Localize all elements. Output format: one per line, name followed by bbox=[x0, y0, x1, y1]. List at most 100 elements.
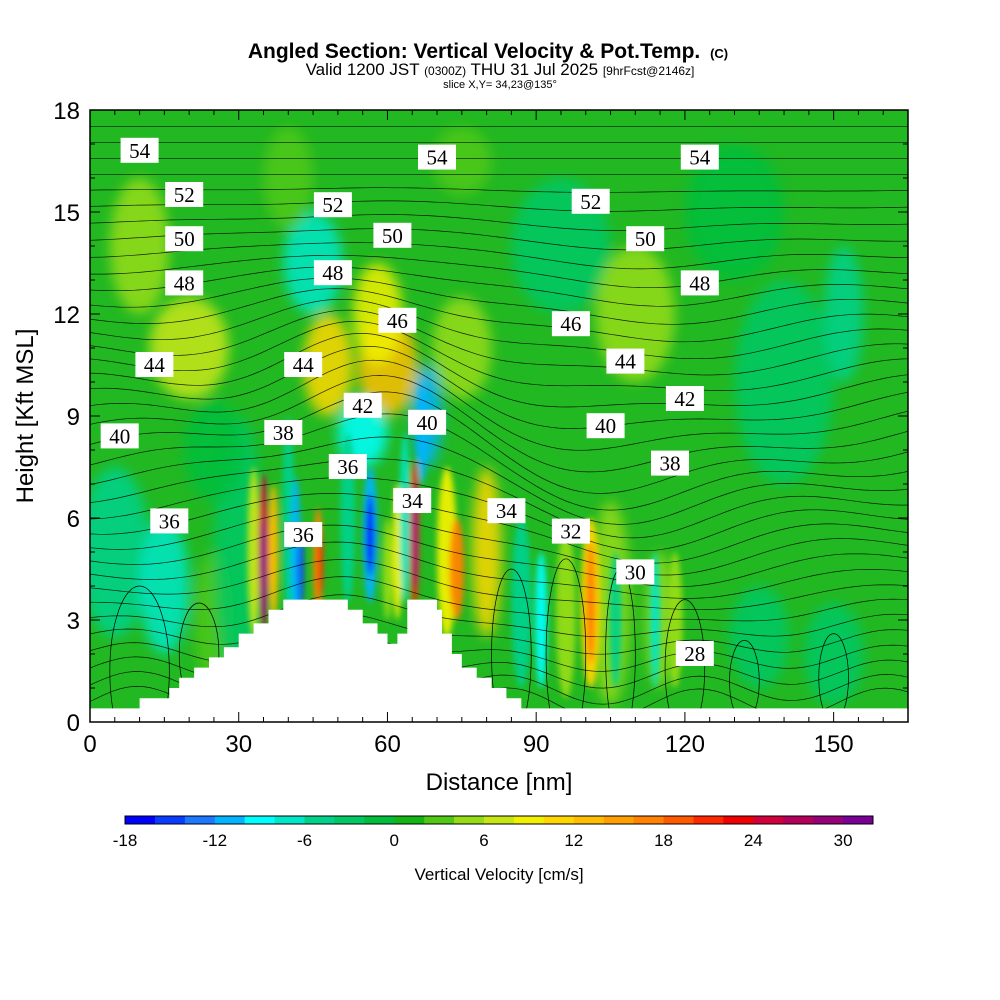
contour-label-text: 44 bbox=[144, 353, 166, 377]
contour-label-11: 48 bbox=[680, 270, 719, 296]
contour-label-text: 34 bbox=[496, 499, 518, 523]
x-tick-label: 0 bbox=[83, 731, 96, 758]
contour-label-10: 48 bbox=[313, 260, 352, 286]
velocity-core-24 bbox=[585, 541, 596, 665]
contour-label-text: 48 bbox=[174, 271, 195, 295]
isentrope-9 bbox=[90, 524, 908, 588]
y-tick-label: 6 bbox=[67, 506, 80, 533]
slice-label: slice X,Y= 34,23@135° bbox=[443, 79, 557, 91]
isentrope-20 bbox=[90, 333, 908, 408]
contour-label-25: 36 bbox=[150, 508, 189, 534]
terrain bbox=[90, 599, 908, 722]
y-tick-label: 9 bbox=[67, 404, 80, 431]
velocity-core-3 bbox=[268, 484, 279, 620]
contour-label-7: 50 bbox=[373, 222, 412, 248]
contour-label-text: 34 bbox=[402, 489, 424, 513]
velocity-core-14 bbox=[399, 433, 410, 603]
velocity-region-12 bbox=[432, 297, 492, 399]
colorbar-segment-8 bbox=[364, 816, 395, 824]
y-tick-label: 0 bbox=[67, 710, 80, 737]
contour-label-23: 38 bbox=[651, 450, 689, 476]
contour-label-0: 54 bbox=[120, 137, 159, 163]
contour-label-text: 52 bbox=[174, 183, 195, 207]
contour-label-text: 36 bbox=[337, 455, 358, 479]
contour-label-31: 28 bbox=[675, 641, 714, 666]
contour-label-text: 50 bbox=[382, 224, 403, 248]
colorbar-segment-11 bbox=[454, 816, 485, 824]
contour-label-text: 46 bbox=[387, 309, 408, 333]
colorbar-tick-label: 18 bbox=[654, 831, 673, 850]
contour-label-text: 42 bbox=[674, 387, 695, 411]
colorbar-segment-18 bbox=[663, 816, 694, 824]
velocity-core-27 bbox=[667, 552, 683, 688]
contour-label-5: 52 bbox=[571, 188, 610, 214]
contour-label-3: 52 bbox=[165, 182, 204, 207]
isentrope-28 bbox=[90, 242, 908, 270]
colorbar-segment-21 bbox=[753, 816, 784, 824]
x-tick-label: 120 bbox=[665, 731, 705, 758]
colorbar-segment-4 bbox=[244, 816, 276, 824]
contour-label-9: 48 bbox=[165, 270, 204, 296]
isentrope-13 bbox=[90, 458, 908, 539]
subtitle-date: THU 31 Jul 2025 bbox=[471, 60, 599, 79]
velocity-region-5 bbox=[109, 178, 170, 314]
colorbar-segment-22 bbox=[783, 816, 814, 824]
contour-label-text: 40 bbox=[595, 414, 616, 438]
colorbar-tick-label: -18 bbox=[113, 831, 138, 850]
velocity-core-12 bbox=[382, 518, 393, 620]
isentrope-7 bbox=[90, 559, 908, 611]
subtitle-forecast: [9hrFcst@2146z] bbox=[603, 64, 695, 78]
isentrope-23 bbox=[90, 298, 908, 360]
colorbar-segment-15 bbox=[573, 816, 605, 824]
x-tick-label: 30 bbox=[225, 731, 252, 758]
contour-label-text: 50 bbox=[635, 227, 656, 251]
plot-area: 54 54 54 52 52 52 50 50 50 48 48 48 46 46 44 44 44 42 42 40… bbox=[90, 110, 908, 722]
colorbar-tick-label: 6 bbox=[479, 831, 488, 850]
colorbar-tick-label: 0 bbox=[390, 831, 399, 850]
colorbar-segment-1 bbox=[154, 816, 186, 824]
colorbar-segment-13 bbox=[513, 816, 545, 824]
isentrope-16 bbox=[90, 391, 908, 494]
contour-label-4: 52 bbox=[313, 192, 352, 218]
isentrope-10 bbox=[90, 508, 908, 576]
contour-label-15: 44 bbox=[284, 352, 323, 377]
contour-label-26: 36 bbox=[284, 522, 323, 547]
isentrope-8 bbox=[90, 541, 908, 599]
colorbar-label: Vertical Velocity [cm/s] bbox=[414, 865, 583, 884]
colorbar-segment-12 bbox=[484, 816, 515, 824]
velocity-region-21 bbox=[432, 127, 492, 195]
contour-label-29: 32 bbox=[551, 518, 590, 544]
colorbar-segment-14 bbox=[543, 816, 575, 824]
contour-label-17: 42 bbox=[343, 392, 382, 418]
colorbar-segment-2 bbox=[184, 816, 216, 824]
contour-label-text: 36 bbox=[293, 523, 314, 547]
isentrope-29 bbox=[90, 228, 908, 251]
contour-label-16: 44 bbox=[606, 348, 645, 374]
isentrope-31 bbox=[90, 200, 908, 212]
velocity-region-13 bbox=[471, 467, 502, 637]
isentrope-18 bbox=[90, 359, 908, 451]
contour-label-12: 46 bbox=[378, 307, 417, 333]
contour-label-27: 34 bbox=[393, 488, 432, 513]
colorbar-segment-24 bbox=[843, 816, 874, 824]
contour-label-6: 50 bbox=[165, 226, 204, 252]
velocity-core-0 bbox=[247, 467, 260, 637]
contour-label-19: 40 bbox=[100, 423, 139, 449]
velocity-core-20 bbox=[511, 518, 532, 688]
isentrope-15 bbox=[90, 413, 908, 511]
contour-label-14: 44 bbox=[135, 352, 174, 377]
velocity-core-6 bbox=[297, 528, 304, 610]
contour-label-24: 36 bbox=[328, 454, 367, 479]
isentrope-22 bbox=[90, 309, 908, 376]
colorbar-segment-9 bbox=[394, 816, 425, 824]
contour-label-text: 50 bbox=[174, 227, 195, 251]
isentrope-32 bbox=[90, 187, 908, 193]
y-tick-label: 15 bbox=[53, 200, 80, 227]
isentrope-25 bbox=[90, 277, 908, 325]
contour-label-13: 46 bbox=[551, 311, 590, 337]
subtitle-zulu: (0300Z) bbox=[424, 64, 466, 78]
colorbar-tick-label: -6 bbox=[297, 831, 312, 850]
closed-isentrope-7 bbox=[664, 599, 706, 722]
